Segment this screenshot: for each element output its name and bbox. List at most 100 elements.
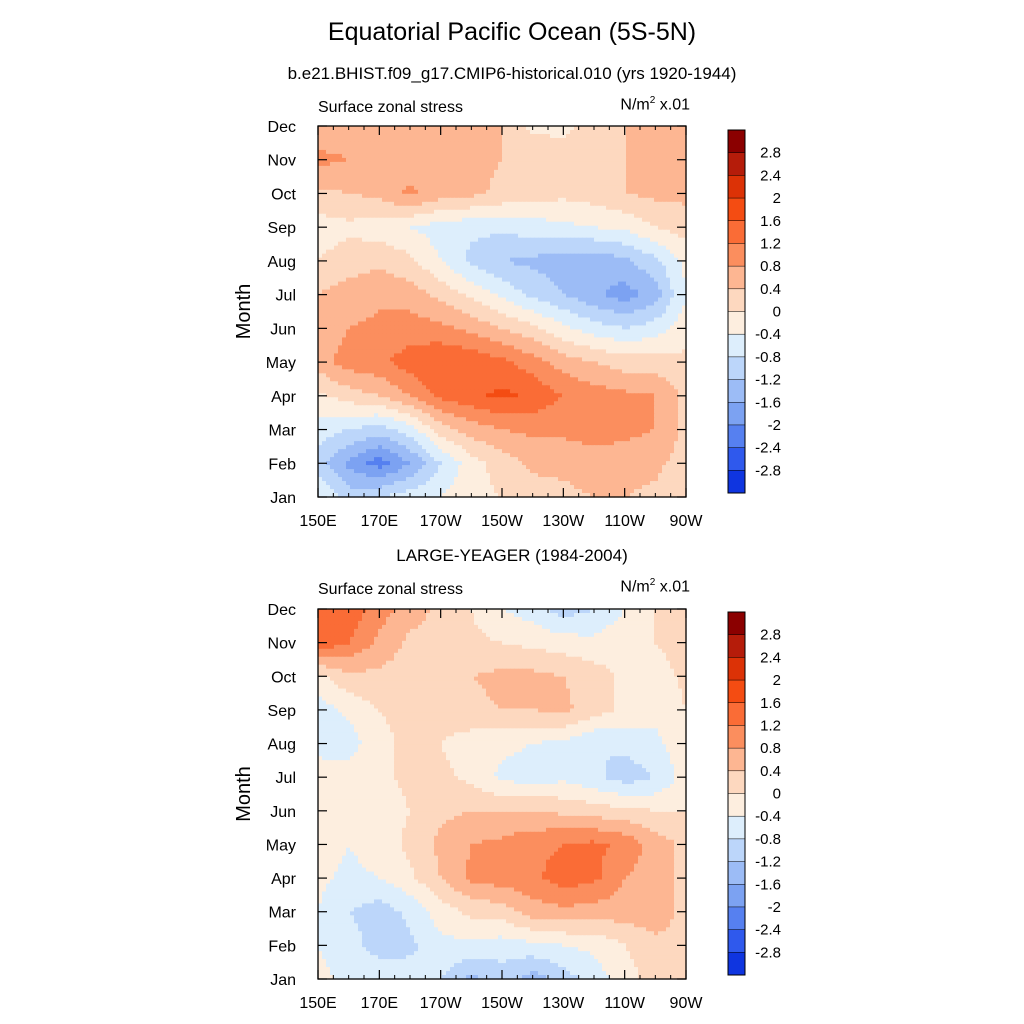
field-cell <box>662 266 667 271</box>
field-cell <box>450 337 455 342</box>
field-cell <box>482 242 487 247</box>
field-cell <box>606 134 611 139</box>
field-cell <box>586 226 591 231</box>
field-cell <box>430 166 435 171</box>
field-cell <box>390 142 395 147</box>
field-cell <box>582 282 587 287</box>
field-cell <box>426 154 431 159</box>
field-cell <box>598 206 603 211</box>
field-cell <box>470 154 475 159</box>
field-cell <box>410 170 415 175</box>
field-cell <box>422 162 427 167</box>
field-cell <box>502 174 507 179</box>
field-cell <box>506 298 511 303</box>
field-cell <box>514 226 519 231</box>
field-cell <box>534 194 539 199</box>
field-cell <box>442 218 447 223</box>
field-cell <box>558 230 563 235</box>
field-cell <box>586 302 591 307</box>
field-cell <box>610 158 615 163</box>
field-cell <box>450 170 455 175</box>
field-cell <box>406 234 411 239</box>
field-cell <box>670 142 675 147</box>
field-cell <box>394 142 399 147</box>
field-cell <box>342 317 347 322</box>
field-cell <box>642 126 647 131</box>
field-cell <box>398 302 403 307</box>
field-cell <box>638 194 643 199</box>
field-cell <box>426 190 431 195</box>
field-cell <box>438 298 443 303</box>
field-cell <box>638 325 643 330</box>
field-cell <box>458 246 463 251</box>
field-cell <box>402 337 407 342</box>
field-cell <box>578 194 583 199</box>
field-cell <box>638 146 643 151</box>
field-cell <box>366 174 371 179</box>
field-cell <box>482 238 487 243</box>
field-cell <box>362 254 367 259</box>
field-cell <box>466 306 471 311</box>
field-cell <box>506 206 511 211</box>
field-cell <box>334 138 339 143</box>
field-cell <box>590 214 595 219</box>
field-cell <box>366 286 371 291</box>
field-cell <box>654 210 659 215</box>
field-cell <box>398 170 403 175</box>
field-cell <box>422 274 427 279</box>
field-cell <box>558 298 563 303</box>
field-cell <box>586 290 591 295</box>
field-cell <box>510 174 515 179</box>
field-cell <box>462 242 467 247</box>
field-cell <box>514 329 519 334</box>
field-cell <box>594 262 599 267</box>
field-cell <box>562 214 567 219</box>
field-cell <box>446 302 451 307</box>
field-cell <box>334 302 339 307</box>
field-cell <box>486 226 491 231</box>
field-cell <box>578 238 583 243</box>
field-cell <box>410 274 415 279</box>
field-cell <box>410 258 415 263</box>
field-cell <box>390 134 395 139</box>
field-cell <box>330 190 335 195</box>
field-cell <box>326 274 331 279</box>
field-cell <box>382 186 387 191</box>
field-cell <box>570 306 575 311</box>
field-cell <box>342 150 347 155</box>
field-cell <box>450 126 455 131</box>
field-cell <box>570 242 575 247</box>
field-cell <box>634 242 639 247</box>
field-cell <box>370 282 375 287</box>
field-cell <box>630 290 635 295</box>
field-cell <box>606 218 611 223</box>
field-cell <box>606 270 611 275</box>
field-cell <box>646 294 651 299</box>
field-cell <box>366 278 371 283</box>
field-cell <box>354 150 359 155</box>
field-cell <box>342 230 347 235</box>
field-cell <box>650 254 655 259</box>
field-cell <box>562 333 567 338</box>
field-cell <box>470 238 475 243</box>
field-cell <box>542 154 547 159</box>
field-cell <box>586 206 591 211</box>
field-cell <box>474 313 479 318</box>
field-cell <box>406 170 411 175</box>
field-cell <box>494 178 499 183</box>
field-cell <box>430 218 435 223</box>
field-cell <box>598 329 603 334</box>
field-cell <box>678 333 683 338</box>
field-cell <box>470 298 475 303</box>
field-cell <box>666 150 671 155</box>
field-cell <box>422 258 427 263</box>
field-cell <box>618 254 623 259</box>
field-cell <box>498 174 503 179</box>
field-cell <box>334 262 339 267</box>
field-cell <box>546 158 551 163</box>
field-cell <box>414 306 419 311</box>
field-cell <box>562 270 567 275</box>
field-cell <box>582 250 587 255</box>
field-cell <box>506 278 511 283</box>
field-cell <box>374 242 379 247</box>
